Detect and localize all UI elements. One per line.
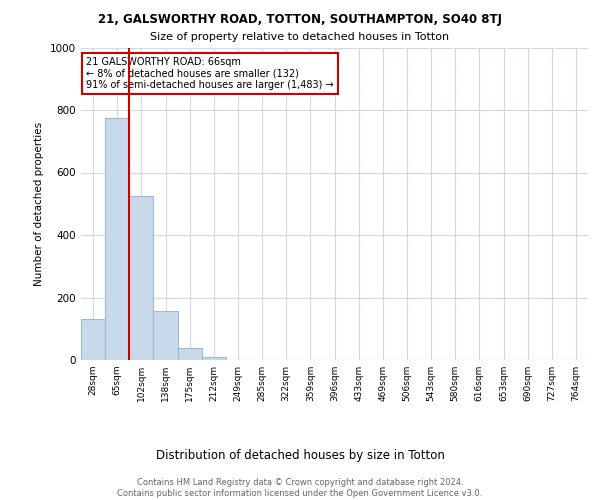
Text: Size of property relative to detached houses in Totton: Size of property relative to detached ho… bbox=[151, 32, 449, 42]
Bar bbox=[105, 118, 129, 360]
Y-axis label: Number of detached properties: Number of detached properties bbox=[34, 122, 44, 286]
Text: 21, GALSWORTHY ROAD, TOTTON, SOUTHAMPTON, SO40 8TJ: 21, GALSWORTHY ROAD, TOTTON, SOUTHAMPTON… bbox=[98, 12, 502, 26]
Bar bbox=[178, 348, 202, 360]
Bar bbox=[129, 196, 154, 360]
Text: Distribution of detached houses by size in Totton: Distribution of detached houses by size … bbox=[155, 450, 445, 462]
Bar bbox=[202, 357, 226, 360]
Bar bbox=[81, 319, 105, 360]
Bar bbox=[154, 311, 178, 360]
Text: 21 GALSWORTHY ROAD: 66sqm
← 8% of detached houses are smaller (132)
91% of semi-: 21 GALSWORTHY ROAD: 66sqm ← 8% of detach… bbox=[86, 57, 334, 90]
Text: Contains HM Land Registry data © Crown copyright and database right 2024.
Contai: Contains HM Land Registry data © Crown c… bbox=[118, 478, 482, 498]
